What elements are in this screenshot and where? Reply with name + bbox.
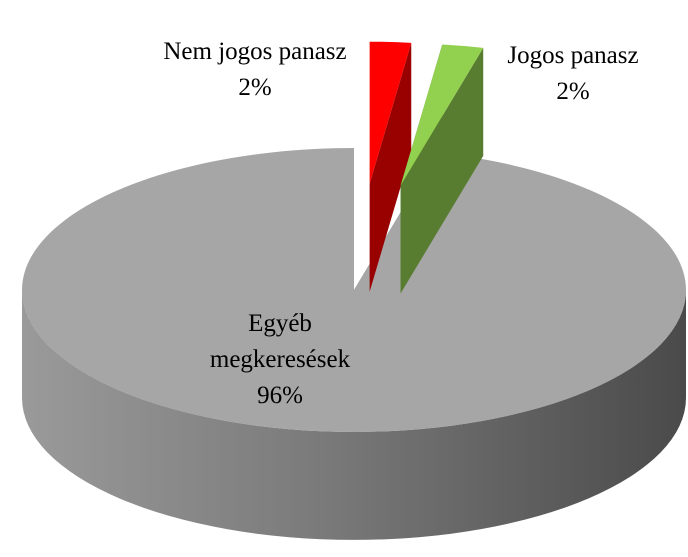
slice-side [22, 290, 686, 540]
data-label: Jogos panasz 2% [473, 38, 673, 110]
slice-cut-face [400, 47, 484, 294]
category-label: Egyéb megkeresések [209, 310, 351, 373]
category-label: Nem jogos panasz [163, 38, 347, 65]
pie-slice [400, 44, 484, 294]
value-label: 2% [556, 78, 590, 105]
slice-top [21, 148, 686, 432]
category-label: Jogos panasz [507, 42, 639, 69]
value-label: 2% [238, 74, 272, 101]
data-label: Egyéb megkeresések 96% [180, 306, 380, 414]
slice-top [369, 41, 412, 184]
value-label: 96% [257, 382, 303, 409]
pie-slice [369, 41, 412, 292]
slice-cut-face [369, 42, 412, 292]
data-label: Nem jogos panasz 2% [125, 34, 385, 106]
slice-top [400, 44, 484, 186]
